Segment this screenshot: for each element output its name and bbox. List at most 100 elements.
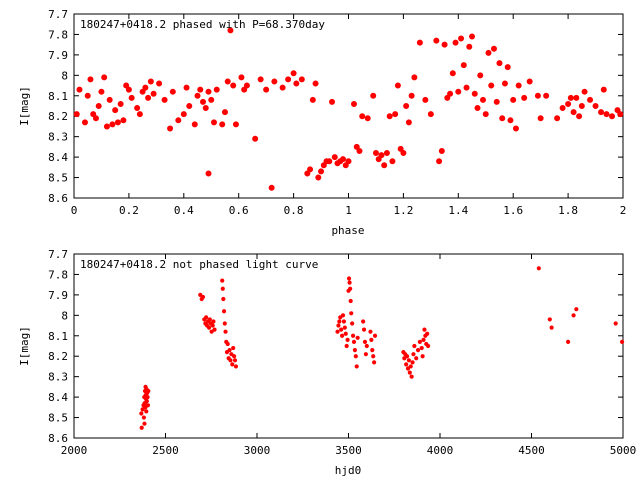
phased-data-point xyxy=(527,79,532,84)
phased-data-point xyxy=(360,114,365,119)
phased-data-point xyxy=(382,163,387,168)
phased-data-point xyxy=(513,126,518,131)
unphased-data-point xyxy=(142,416,145,419)
phased-data-point xyxy=(601,87,606,92)
unphased-data-point xyxy=(234,365,237,368)
unphased-data-point xyxy=(410,375,413,378)
phased-data-point xyxy=(307,167,312,172)
phased-data-point xyxy=(93,116,98,121)
phased-y-tick-label: 8.3 xyxy=(48,131,68,144)
phased-data-point xyxy=(508,118,513,123)
phased-data-point xyxy=(560,105,565,110)
unphased-data-point xyxy=(345,344,348,347)
unphased-data-point xyxy=(351,334,354,337)
phased-data-point xyxy=(192,122,197,127)
phased-data-point xyxy=(329,99,334,104)
phased-chart: 0 0.2 0.4 0.6 0.8 1 1.2 1.4 1.6 1.8 2 7.7 7.8 7.9 8 8.1… xyxy=(18,8,626,237)
unphased-data-point xyxy=(140,426,143,429)
unphased-data-point xyxy=(422,338,425,341)
phased-data-point xyxy=(447,91,452,96)
unphased-data-point xyxy=(356,336,359,339)
unphased-data-points xyxy=(140,267,624,430)
phased-data-point xyxy=(206,171,211,176)
unphased-data-point xyxy=(344,332,347,335)
unphased-data-point xyxy=(207,326,210,329)
phased-x-tick-label: 1 xyxy=(345,204,352,217)
unphased-data-point xyxy=(145,400,148,403)
phased-data-point xyxy=(450,71,455,76)
phased-x-tick-label: 0 xyxy=(71,204,78,217)
unphased-chart: 2000 2500 3000 3500 4000 4500 50007.77.87.988.… xyxy=(18,248,636,477)
unphased-data-point xyxy=(404,363,407,366)
phased-data-point xyxy=(346,159,351,164)
phased-data-point xyxy=(373,150,378,155)
phased-data-point xyxy=(423,97,428,102)
unphased-data-point xyxy=(354,355,357,358)
phased-data-point xyxy=(113,107,118,112)
unphased-data-point xyxy=(144,385,147,388)
unphased-data-point xyxy=(346,338,349,341)
unphased-data-point xyxy=(232,346,235,349)
phased-data-point xyxy=(609,114,614,119)
unphased-data-point xyxy=(416,348,419,351)
unphased-y-axis-label: I[mag] xyxy=(18,326,31,366)
unphased-data-point xyxy=(575,308,578,311)
phased-data-point xyxy=(211,120,216,125)
phased-data-point xyxy=(582,89,587,94)
phased-data-point xyxy=(126,87,131,92)
phased-data-point xyxy=(280,85,285,90)
phased-data-point xyxy=(146,95,151,100)
phased-data-point xyxy=(214,87,219,92)
unphased-data-point xyxy=(355,365,358,368)
unphased-data-point xyxy=(372,355,375,358)
phased-data-point xyxy=(579,103,584,108)
phased-data-point xyxy=(200,99,205,104)
unphased-data-point xyxy=(408,371,411,374)
phased-data-point xyxy=(393,112,398,117)
unphased-data-point xyxy=(537,267,540,270)
phased-data-point xyxy=(428,112,433,117)
unphased-data-point xyxy=(339,328,342,331)
unphased-y-tick-label: 8.6 xyxy=(48,432,68,445)
unphased-data-point xyxy=(229,359,232,362)
unphased-data-point xyxy=(347,277,350,280)
phased-data-point xyxy=(568,95,573,100)
phased-data-point xyxy=(436,159,441,164)
unphased-data-point xyxy=(566,340,569,343)
phased-x-tick-label: 1.8 xyxy=(558,204,578,217)
phased-data-point xyxy=(316,175,321,180)
phased-x-tick-label: 0.6 xyxy=(229,204,249,217)
unphased-data-point xyxy=(211,324,214,327)
phased-data-point xyxy=(310,97,315,102)
phased-data-point xyxy=(497,60,502,65)
unphased-data-point xyxy=(232,355,235,358)
phased-data-point xyxy=(135,105,140,110)
phased-data-point xyxy=(99,89,104,94)
unphased-data-point xyxy=(348,287,351,290)
phased-data-point xyxy=(239,75,244,80)
unphased-chart-title: 180247+0418.2 not phased light curve xyxy=(80,258,318,271)
unphased-data-point xyxy=(405,355,408,358)
unphased-y-tick-label: 8.4 xyxy=(48,391,68,404)
phased-data-point xyxy=(225,79,230,84)
unphased-data-point xyxy=(548,318,551,321)
phased-data-point xyxy=(77,87,82,92)
phased-data-point xyxy=(387,114,392,119)
phased-data-point xyxy=(129,95,134,100)
phased-data-point xyxy=(167,126,172,131)
phased-data-point xyxy=(464,85,469,90)
unphased-data-point xyxy=(369,330,372,333)
phased-data-point xyxy=(576,114,581,119)
unphased-data-point xyxy=(337,324,340,327)
phased-data-point xyxy=(291,71,296,76)
phased-data-point xyxy=(395,83,400,88)
phased-data-point xyxy=(162,97,167,102)
phased-data-point xyxy=(357,148,362,153)
phased-data-point xyxy=(379,152,384,157)
unphased-data-point xyxy=(338,320,341,323)
phased-data-point xyxy=(598,110,603,115)
unphased-data-point xyxy=(363,340,366,343)
phased-data-point xyxy=(494,99,499,104)
unphased-x-tick-label: 5000 xyxy=(610,444,637,457)
